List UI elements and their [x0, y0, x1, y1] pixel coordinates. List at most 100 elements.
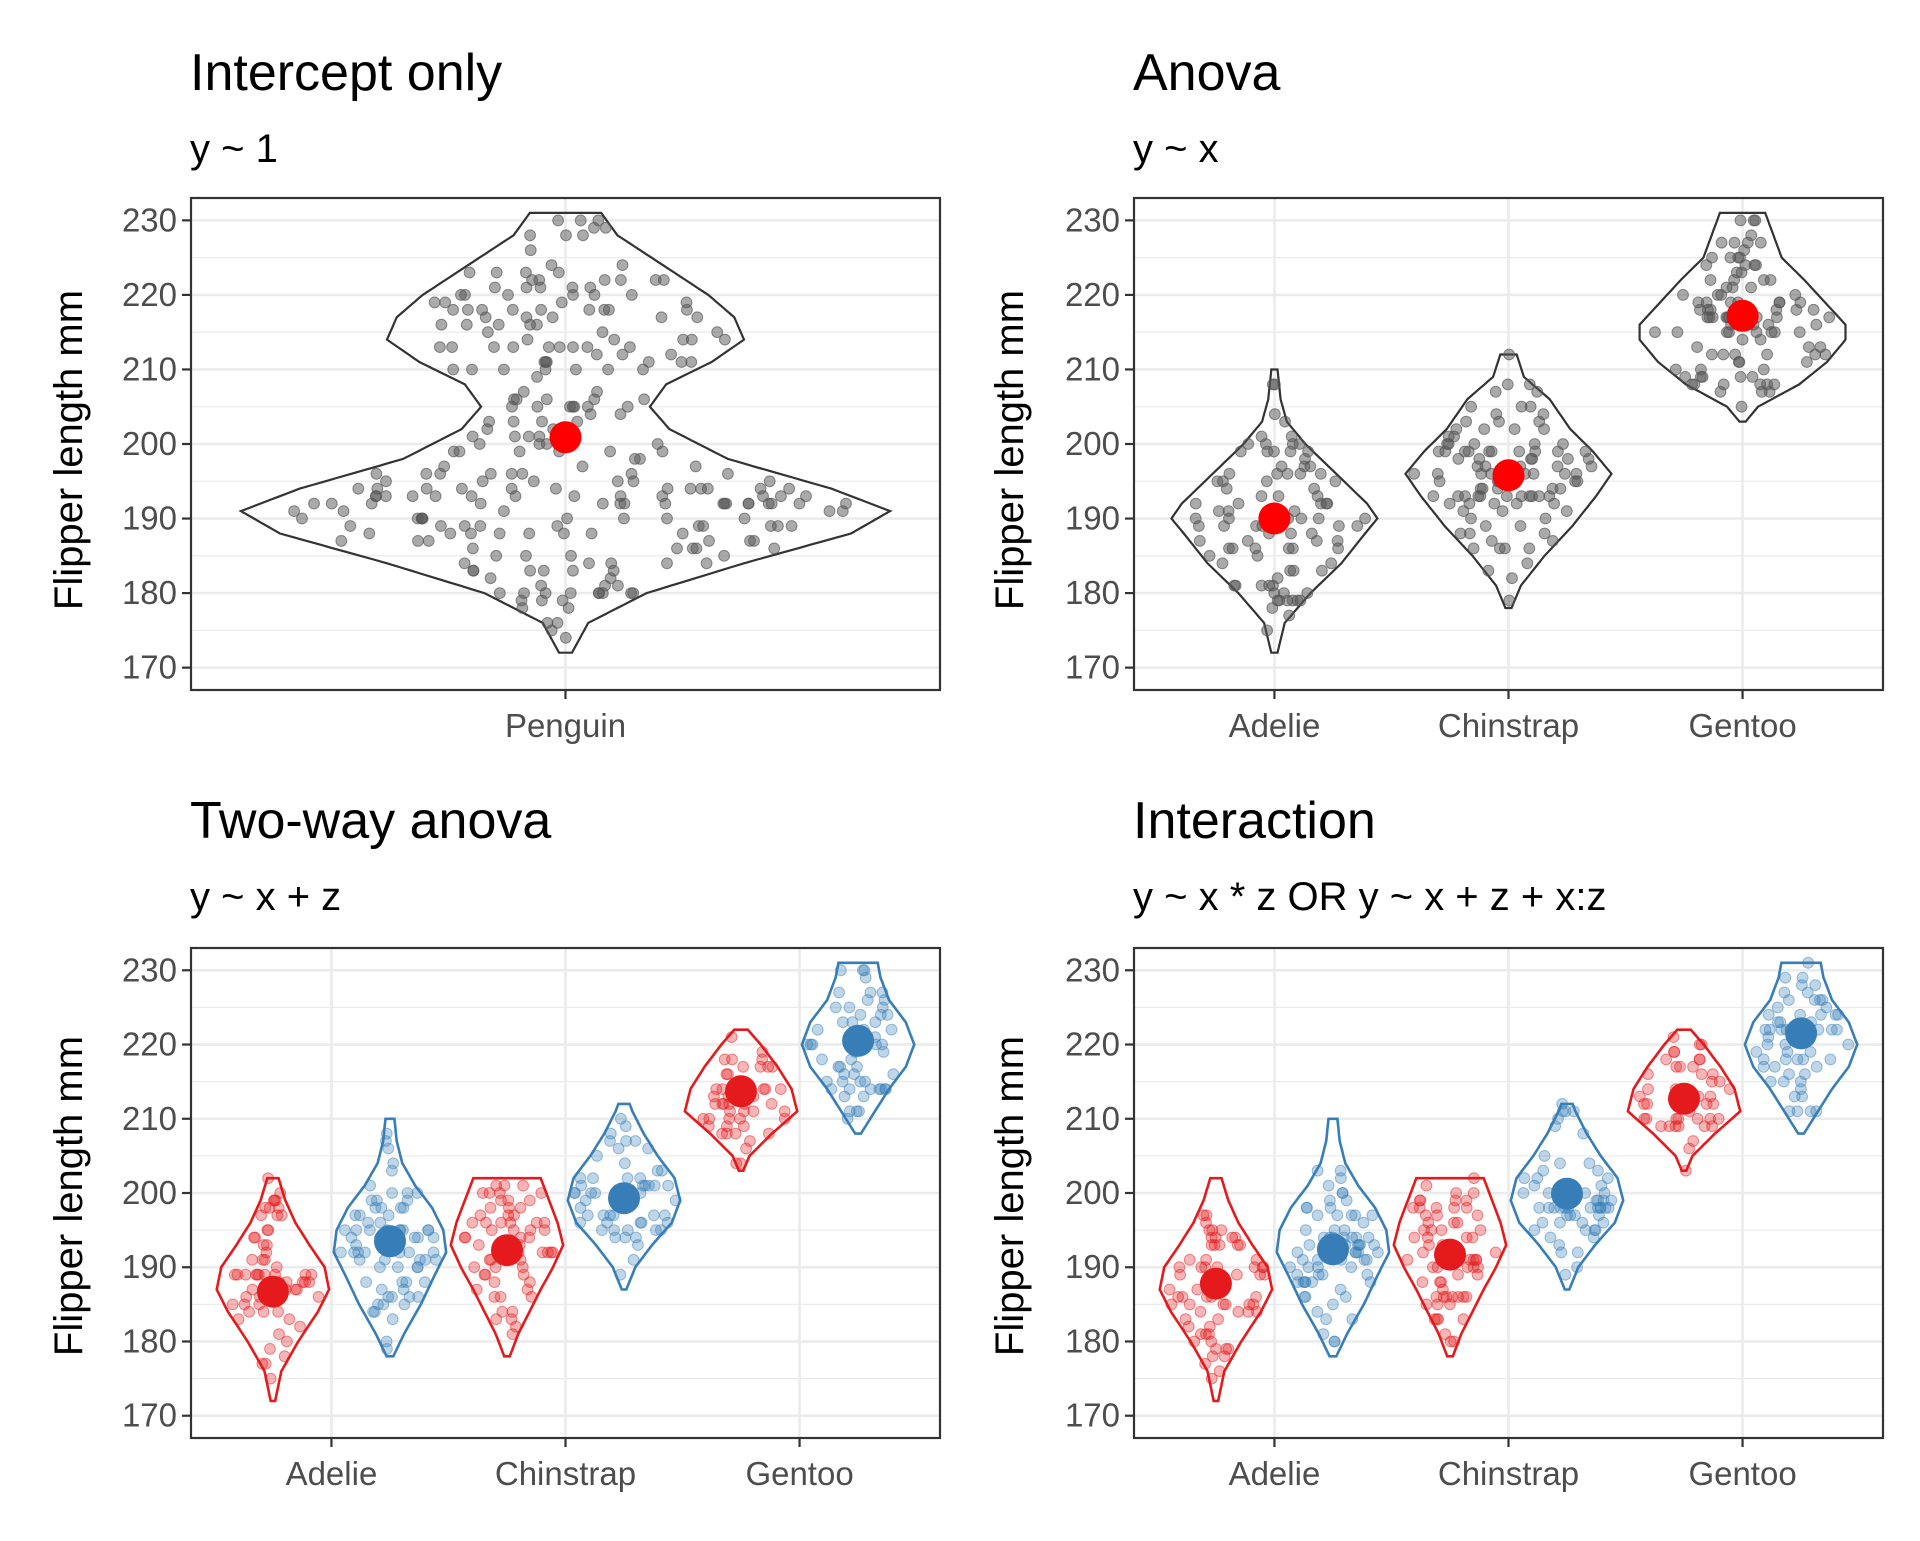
data-point: [1804, 1105, 1817, 1118]
data-point: [1669, 363, 1682, 376]
data-point: [288, 505, 301, 518]
data-point: [325, 497, 338, 510]
mean-marker: [549, 421, 582, 454]
data-point: [1413, 1201, 1426, 1214]
data-point: [1172, 1291, 1185, 1303]
data-point: [596, 1224, 608, 1236]
data-point: [386, 1187, 399, 1199]
data-point: [427, 1231, 440, 1244]
data-point: [1813, 994, 1826, 1006]
data-point: [577, 229, 589, 242]
data-point: [724, 1105, 736, 1118]
data-point: [615, 274, 627, 286]
data-point: [1815, 1008, 1827, 1021]
data-point: [517, 1179, 529, 1192]
data-point: [262, 1224, 275, 1236]
data-point: [1518, 1172, 1531, 1185]
data-point: [520, 266, 532, 279]
data-point: [703, 535, 715, 547]
data-point: [408, 1231, 421, 1244]
data-point: [720, 497, 733, 510]
data-point: [535, 1187, 548, 1199]
x-tick-label: Chinstrap: [495, 1455, 636, 1492]
data-point: [1278, 587, 1290, 599]
data-point: [545, 1246, 557, 1259]
data-point: [1226, 542, 1239, 555]
data-point: [1801, 356, 1813, 368]
data-point: [1257, 1261, 1270, 1274]
data-point: [585, 527, 598, 540]
data-point: [339, 1224, 351, 1236]
data-point: [308, 497, 320, 510]
data-point: [476, 303, 489, 316]
data-point: [372, 1298, 384, 1311]
data-point: [468, 1261, 481, 1274]
data-point: [439, 296, 452, 309]
data-point: [1542, 1201, 1555, 1214]
data-point: [1200, 1253, 1212, 1266]
data-point: [604, 445, 616, 458]
data-point: [1717, 348, 1730, 361]
data-point: [1804, 1046, 1817, 1058]
data-point: [1452, 453, 1465, 465]
data-point: [1467, 1261, 1480, 1274]
data-point: [719, 333, 731, 346]
data-point: [1349, 1209, 1361, 1222]
data-point: [370, 467, 383, 480]
data-point: [545, 259, 558, 272]
data-point: [585, 1187, 597, 1199]
data-point: [1324, 1201, 1337, 1214]
data-point: [1674, 1060, 1686, 1073]
data-point: [568, 1187, 581, 1199]
data-point: [1328, 1335, 1341, 1348]
data-point: [1204, 1320, 1216, 1333]
data-point: [1559, 467, 1571, 480]
data-point: [718, 549, 730, 562]
data-point: [447, 303, 460, 316]
data-point: [1206, 1350, 1219, 1363]
data-point: [747, 1105, 760, 1118]
mean-marker: [1785, 1017, 1818, 1050]
data-point: [675, 356, 688, 368]
data-point: [1825, 1023, 1838, 1036]
violin-group: [566, 1102, 682, 1291]
data-point: [1796, 1090, 1808, 1103]
data-point: [289, 1283, 302, 1296]
data-point: [1206, 1224, 1219, 1236]
data-point: [502, 289, 514, 301]
data-point: [564, 587, 577, 599]
data-point: [1350, 1231, 1363, 1244]
data-point: [1345, 1261, 1358, 1274]
data-point: [382, 1209, 395, 1222]
data-point: [1418, 1224, 1430, 1236]
data-point: [363, 1224, 376, 1236]
data-point: [380, 1127, 393, 1140]
data-point: [806, 1038, 819, 1051]
data-point: [1771, 1001, 1784, 1014]
data-point: [1554, 482, 1567, 495]
violin-outline: [332, 1117, 448, 1358]
data-point: [851, 1060, 863, 1073]
data-point: [506, 303, 519, 316]
data-point: [1298, 1291, 1311, 1303]
data-point: [1431, 1313, 1443, 1326]
data-point: [1687, 1060, 1699, 1073]
data-point: [1250, 1291, 1262, 1303]
data-point: [1299, 1276, 1311, 1288]
data-point: [506, 400, 518, 413]
data-point: [1764, 1075, 1777, 1088]
data-point: [598, 274, 611, 286]
data-point: [717, 1098, 730, 1110]
data-point: [651, 1164, 664, 1177]
data-point: [873, 1083, 886, 1095]
data-point: [1324, 1194, 1336, 1207]
data-point: [1555, 1246, 1568, 1259]
data-point: [1234, 1239, 1246, 1251]
data-point: [583, 303, 596, 316]
data-point: [264, 1372, 277, 1385]
data-point: [1528, 1179, 1541, 1192]
data-point: [1316, 564, 1328, 577]
data-point: [507, 1224, 520, 1236]
data-point: [616, 259, 629, 272]
data-point: [365, 1194, 378, 1207]
